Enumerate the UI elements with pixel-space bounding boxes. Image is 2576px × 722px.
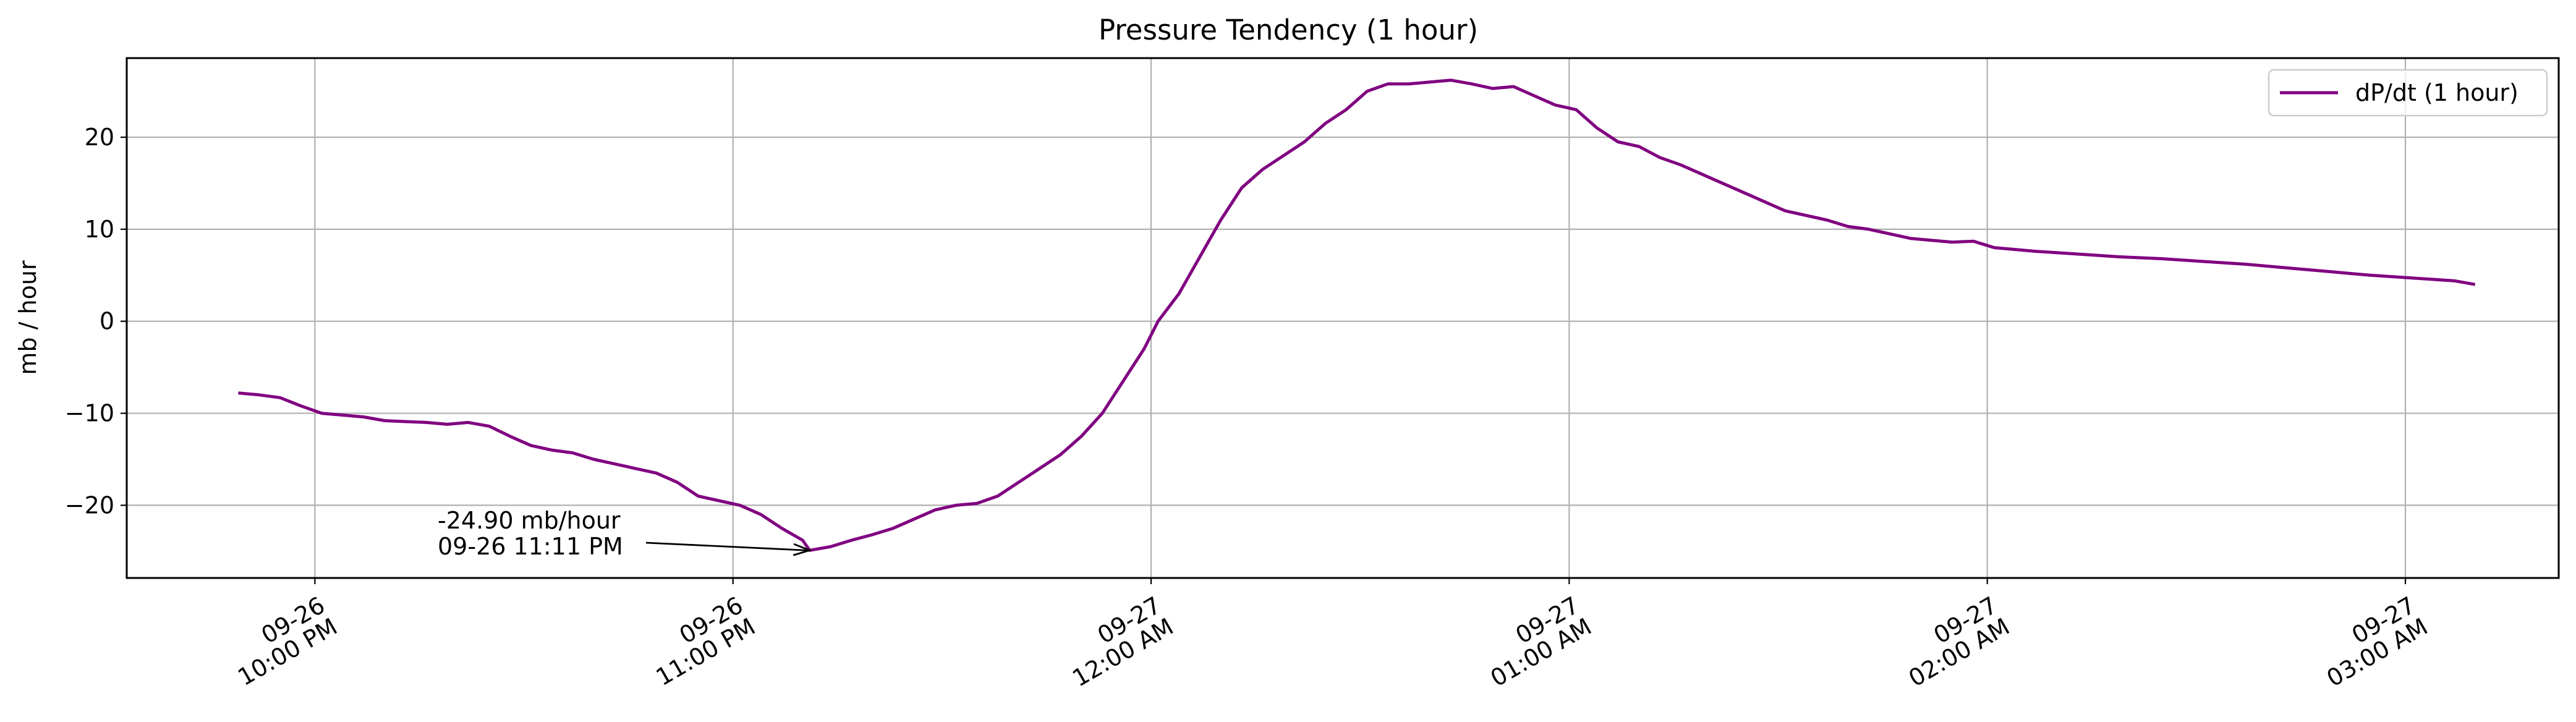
annotation-arrow-line (645, 542, 807, 551)
legend-label: dP/dt (1 hour) (2355, 79, 2519, 106)
series-line (238, 79, 2476, 552)
chart-title: Pressure Tendency (1 hour) (1099, 14, 1478, 46)
y-tick-label: 0 (100, 308, 114, 335)
series-lines (238, 79, 2476, 552)
annotation-arrowhead (793, 543, 812, 556)
y-tick-label: −20 (65, 491, 114, 519)
plot-area-frame (125, 57, 2560, 579)
legend-box (2268, 69, 2548, 117)
annotation-time-text: 09-26 11:11 PM (438, 533, 623, 560)
y-axis-label: mb / hour (14, 260, 41, 375)
annotation-value-text: -24.90 mb/hour (438, 507, 621, 534)
y-axis-ticks: −20 −10 0 10 20 (65, 124, 127, 519)
y-tick-label: −10 (65, 400, 114, 427)
legend: dP/dt (1 hour) (2268, 69, 2548, 117)
y-tick-label: 20 (85, 124, 114, 151)
grid-lines (127, 58, 2559, 578)
y-tick-label: 10 (85, 216, 114, 243)
